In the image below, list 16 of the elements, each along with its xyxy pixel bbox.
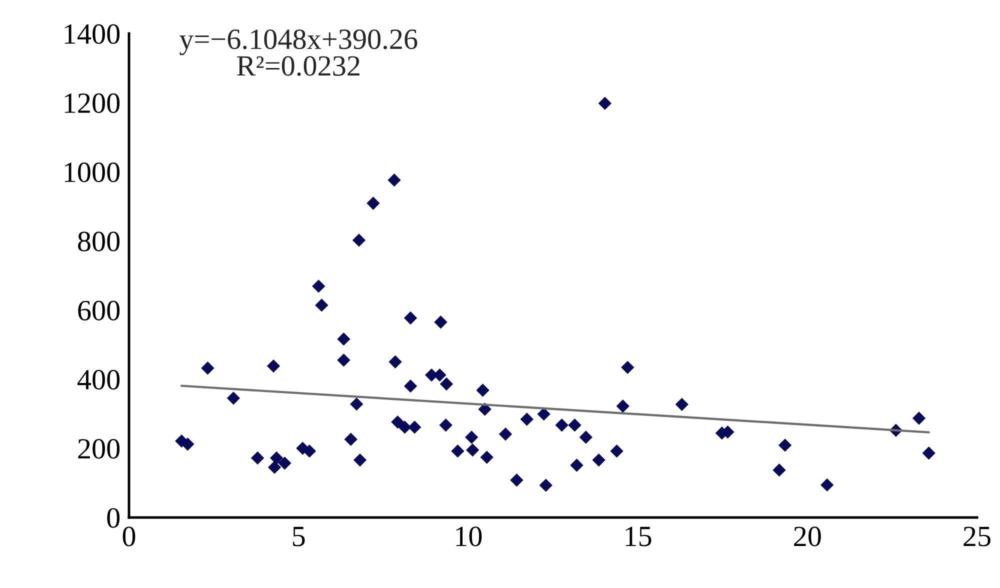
y-tick-label: 0 <box>107 508 120 528</box>
x-tick-label: 20 <box>794 526 821 546</box>
x-tick-label: 15 <box>626 526 652 546</box>
y-tick-label: 200 <box>78 439 120 459</box>
y-tick-label: 1000 <box>64 162 120 182</box>
y-tick-label: 1400 <box>64 24 120 44</box>
x-tick-label: 0 <box>122 526 136 546</box>
y-tick-label: 800 <box>78 232 120 252</box>
x-tick-label: 5 <box>293 526 305 546</box>
y-tick-label: 1200 <box>64 93 120 114</box>
y-tick-label: 600 <box>78 300 120 320</box>
annotation: R²=0.0232 <box>237 56 360 76</box>
y-tick-label: 400 <box>77 370 120 390</box>
x-tick-label: 25 <box>964 526 990 546</box>
annotation: y=−6.1048x+390.26 <box>179 29 418 56</box>
x-tick-label: 10 <box>456 526 482 546</box>
